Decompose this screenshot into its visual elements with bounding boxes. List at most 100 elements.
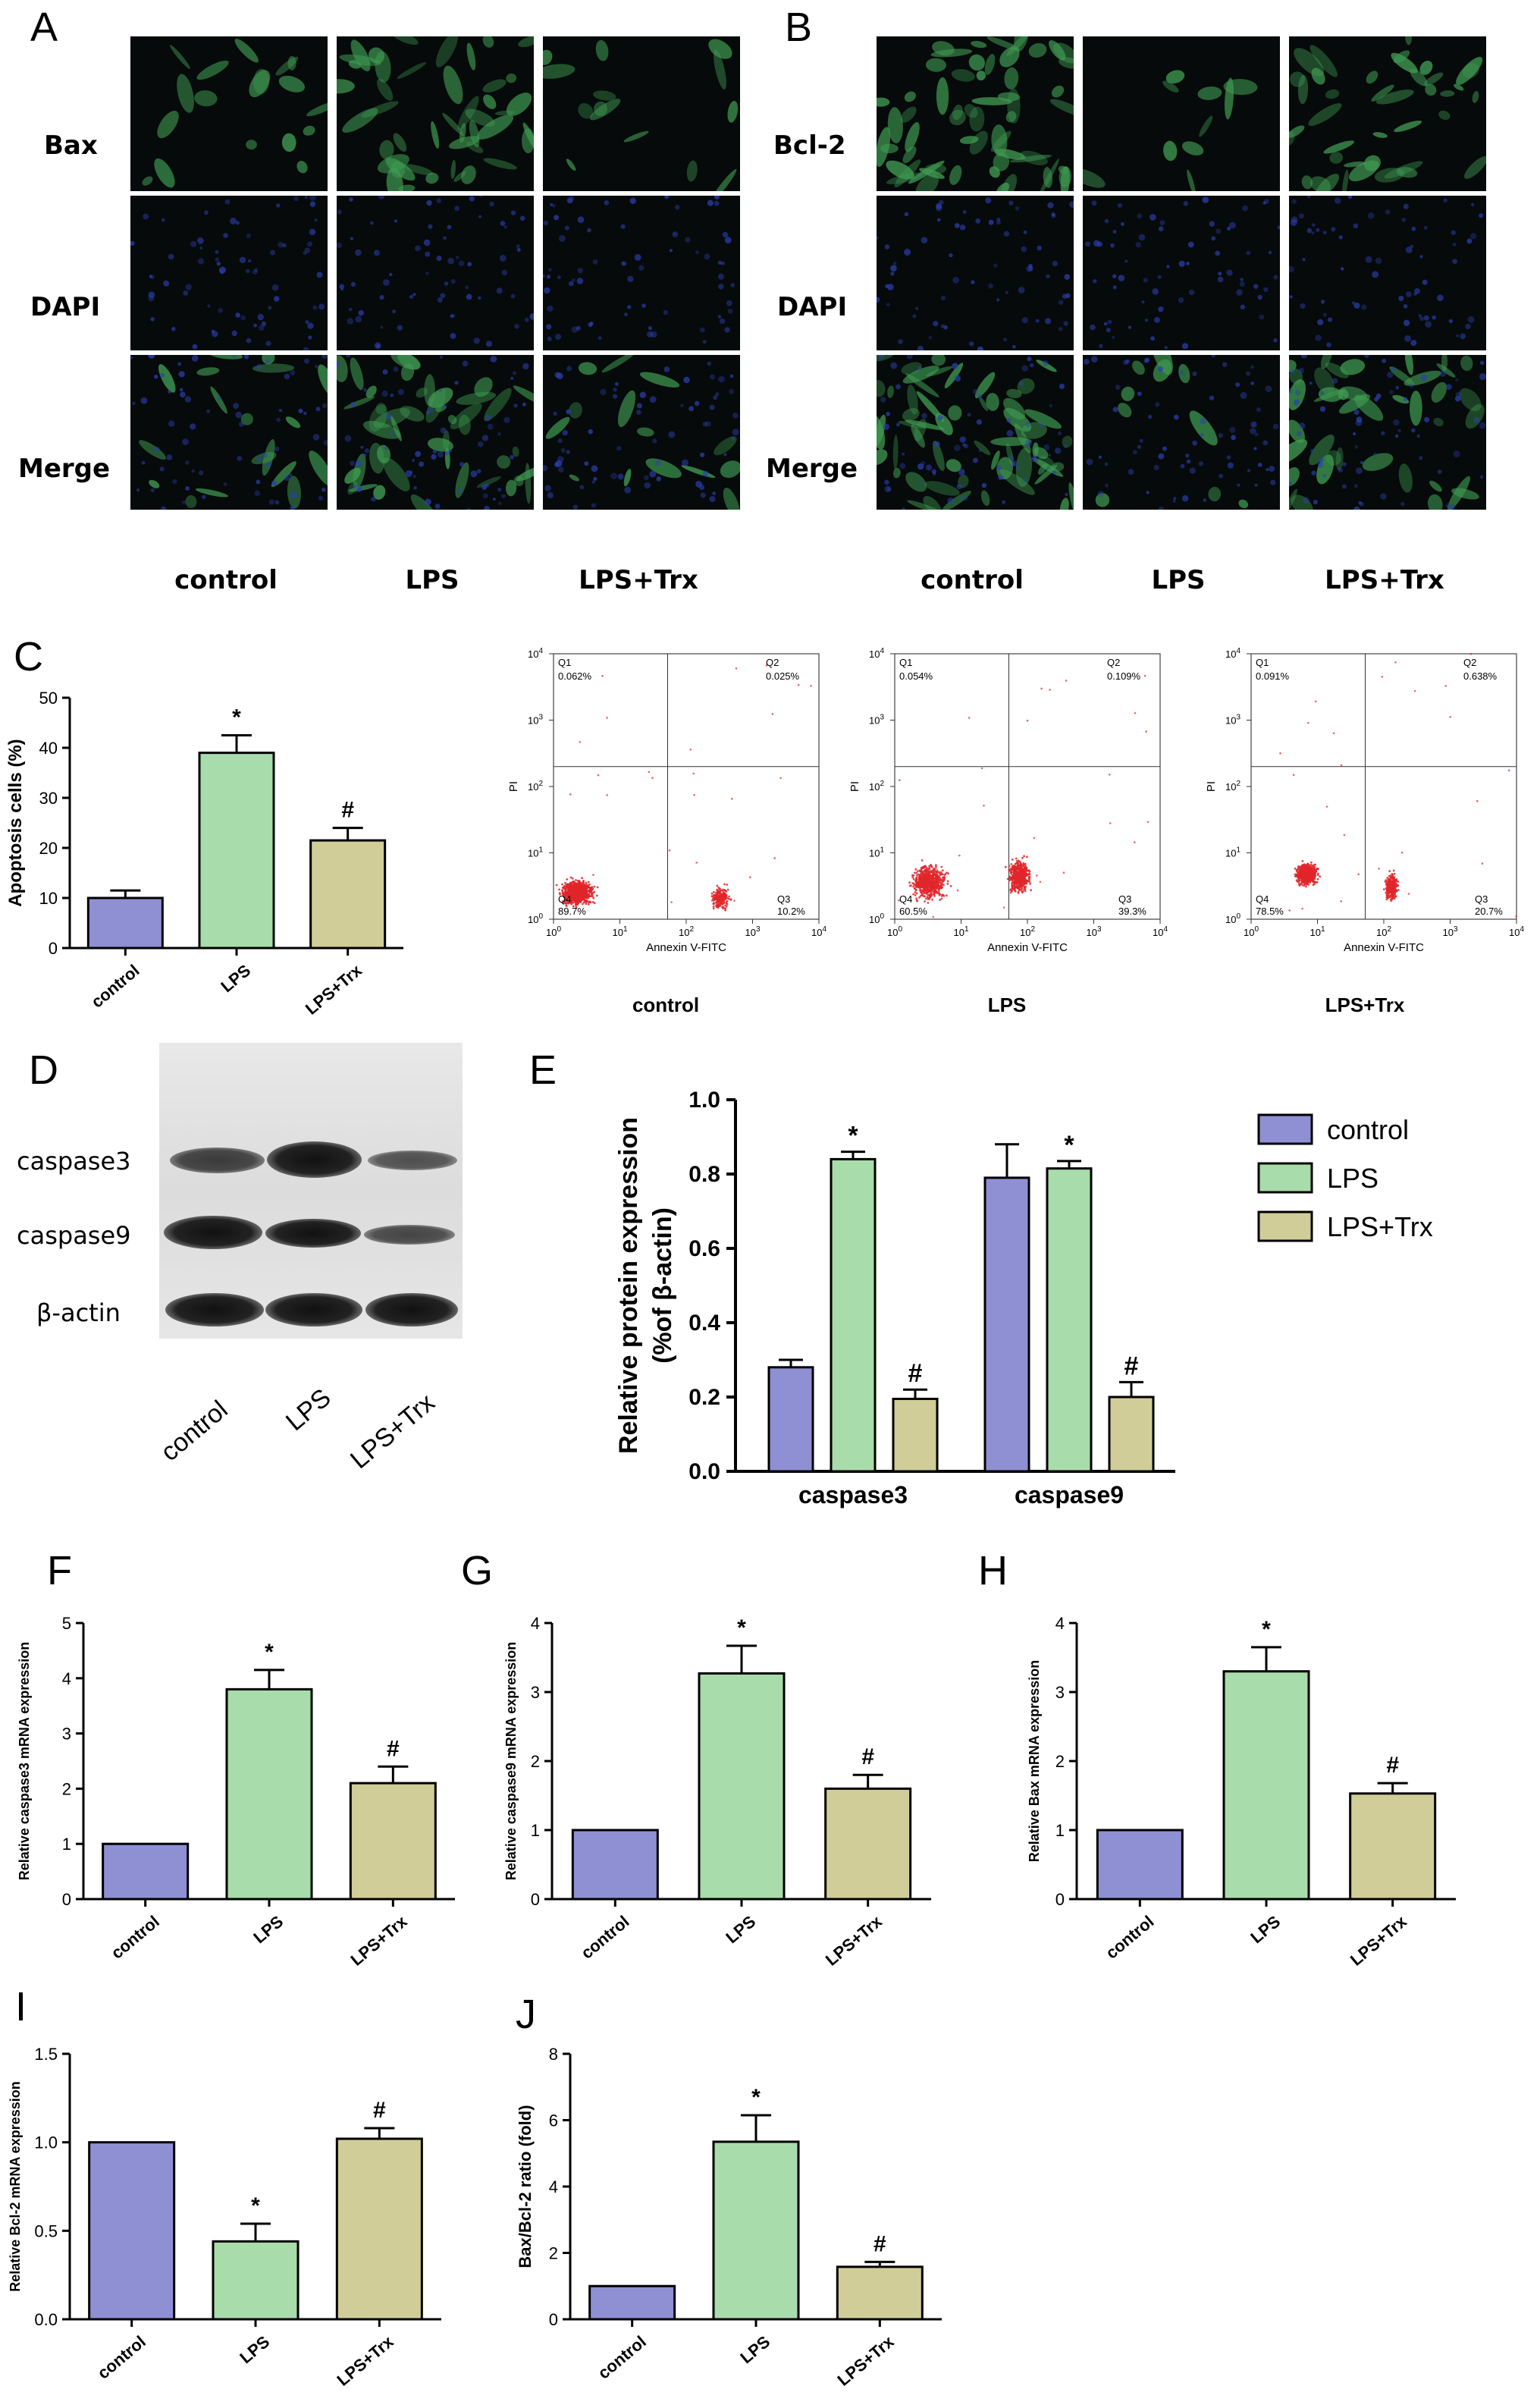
bar-lps-trx [349,1782,437,1901]
y-tick-label: 3 [1055,1683,1065,1702]
flow-x-axis-label: Annexin V-FITC [1344,941,1424,954]
y-axis-label: Apoptosis cells (%) [5,739,26,906]
bar-lps-trx [1349,1792,1437,1901]
flow-q4-value: 78.5% [1256,906,1284,917]
y-tick-label: 0.4 [688,1311,720,1336]
panel-b-column-label: LPS [1151,565,1206,595]
flow-q3-value: 10.2% [777,906,805,917]
panel-a-micrograph [130,355,328,510]
x-tick-label: LPS [722,1912,759,1948]
significance-star: * [251,2193,260,2218]
panel-label-j: J [516,1992,536,2037]
panel-b-row-label: DAPI [777,292,848,322]
panel-a-row-label: DAPI [30,292,101,322]
flow-y-axis-label: PI [1205,781,1218,792]
y-tick-label: 2 [62,1779,71,1798]
y-tick-label: 4 [62,1669,71,1688]
flow-plot-title: LPS+Trx [1325,994,1405,1016]
y-tick-label: 1 [62,1835,71,1854]
panel-a-column-label: LPS+Trx [579,565,698,595]
panel-label-a: A [30,5,58,50]
x-category-label: caspase9 [1015,1481,1124,1509]
x-tick-label: control [594,2332,650,2383]
panel-b-micrograph [1289,36,1486,191]
flow-q4-label: Q4 [558,893,571,905]
x-tick-label: LPS+Trx [302,960,366,1019]
panel-a-micrograph [543,355,740,510]
x-tick-label: control [1102,1912,1157,1963]
panel-label-c: C [14,634,43,680]
panel-label-b: B [785,5,813,50]
significance-star: * [1064,1131,1074,1160]
y-axis-label: Relative caspase3 mRNA expression [17,1642,32,1881]
flow-q2-value: 0.109% [1107,670,1141,682]
y-tick-label: 0 [49,939,58,958]
panel-b-column-label: control [921,565,1024,595]
y-tick-label: 1.0 [34,2133,58,2152]
legend-label: LPS+Trx [1327,1211,1433,1242]
panel-a-micrograph [130,36,328,191]
y-axis-label: Relative caspase9 mRNA expression [503,1642,519,1881]
panel-b-micrograph [877,36,1074,191]
bar-control [1096,1829,1184,1901]
blot-row-label: caspase9 [17,1221,131,1250]
bar-lps [1046,1167,1093,1473]
y-tick-label: 8 [549,2045,558,2064]
significance-star: * [1262,1617,1271,1642]
significance-star: * [265,1640,274,1665]
y-tick-label: 2 [1055,1752,1065,1771]
flow-q3-label: Q3 [1118,893,1131,905]
panel-b-micrograph [1083,36,1280,191]
bar-lps-trx [335,2137,423,2321]
bar-control [88,2141,176,2321]
legend-swatch [1257,1113,1313,1145]
bar-control [571,1829,659,1901]
chart-panel-e: 0.0 0.2 0.4 0.6 0.8 1.0 * # caspase3 * # caspase9 Re… [614,1088,1433,1509]
bar-control [588,2284,676,2321]
y-tick-label: 1.0 [688,1088,720,1113]
significance-hash: # [861,1744,874,1769]
flow-q4-label: Q4 [899,893,912,905]
y-tick-label: 0 [1055,1890,1065,1909]
significance-hash: # [387,1736,400,1761]
panel-label-f: F [47,1548,72,1593]
x-tick-label: control [108,1912,163,1963]
panel-a-column-label: control [174,565,278,595]
blot-band [364,1225,455,1245]
significance-hash: # [1124,1352,1139,1380]
bar-lps [830,1157,877,1473]
bar-lps-trx [892,1397,939,1473]
y-axis-label: Bax/Bcl-2 ratio (fold) [516,2105,535,2268]
bar-lps [698,1672,786,1901]
flow-q1-label: Q1 [1256,657,1269,668]
significance-star: * [848,1122,858,1151]
x-tick-label: control [577,1912,632,1963]
flow-x-axis-label: Annexin V-FITC [987,941,1068,954]
y-axis-label: Relative protein expression [614,1117,643,1454]
significance-star: * [751,2085,761,2110]
bar-lps [712,2140,800,2321]
x-tick-label: LPS [736,2332,773,2368]
y-tick-label: 20 [39,839,58,858]
flow-plot-title: LPS [987,994,1027,1016]
flow-q1-value: 0.091% [1256,670,1290,682]
flow-q1-label: Q1 [899,657,912,668]
y-axis-label: Relative Bcl-2 mRNA expression [8,2081,23,2291]
legend-label: LPS [1327,1163,1378,1194]
x-tick-label: LPS+Trx [347,1911,412,1970]
panel-a-column-label: LPS [405,565,459,595]
chart-panel-f: 0 1 2 3 4 5 control * LPS # LPS+Trx Relative caspas… [17,1614,455,1970]
significance-hash: # [908,1359,923,1388]
y-tick-label: 4 [1055,1614,1065,1633]
y-tick-label: 6 [549,2111,558,2130]
flow-y-axis-label: PI [848,781,861,792]
flow-y-axis-label: PI [507,781,520,792]
bar-lps-trx [1108,1396,1155,1473]
y-tick-label: 4 [549,2177,558,2196]
significance-star: * [737,1615,746,1640]
y-tick-label: 0.2 [688,1385,720,1410]
flow-q2-label: Q2 [766,657,779,668]
flow-q3-value: 39.3% [1118,906,1146,917]
x-tick-label: LPS [217,961,254,997]
flow-q4-label: Q4 [1256,893,1269,905]
